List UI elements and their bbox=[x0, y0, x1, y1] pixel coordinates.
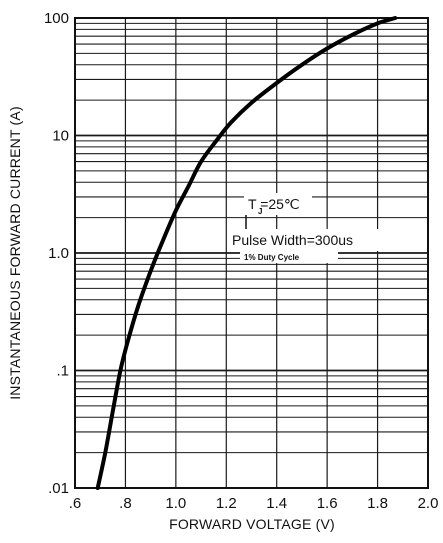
y-tick-label: 10 bbox=[52, 128, 69, 145]
y-tick-labels: .01 .1 1.0 10 100 bbox=[44, 10, 69, 497]
x-tick-label: 1.2 bbox=[216, 495, 237, 512]
x-tick-labels: .6 .8 1.0 1.2 1.4 1.6 1.8 2.0 bbox=[69, 495, 439, 512]
annotation-temperature-subscript: J bbox=[258, 207, 262, 216]
x-tick-label: .8 bbox=[119, 495, 132, 512]
x-tick-label: 1.6 bbox=[317, 495, 338, 512]
x-tick-label: 1.0 bbox=[165, 495, 186, 512]
annotation-temperature: T =25℃ bbox=[248, 196, 300, 212]
annotation-pulse-width: Pulse Width=300us bbox=[232, 232, 353, 248]
annotation-bg-pulse bbox=[229, 229, 419, 251]
annotation-bg-duty bbox=[240, 251, 338, 263]
y-tick-label: 100 bbox=[44, 10, 69, 27]
annotation-box: T =25℃ J Pulse Width=300us 1% Duty Cycle bbox=[229, 193, 419, 263]
y-tick-label: 1.0 bbox=[48, 245, 69, 262]
y-axis-title: INSTANTANEOUS FORWARD CURRENT (A) bbox=[7, 106, 23, 400]
x-tick-label: .6 bbox=[69, 495, 82, 512]
x-axis-title: FORWARD VOLTAGE (V) bbox=[169, 516, 335, 532]
x-tick-label: 1.8 bbox=[367, 495, 388, 512]
annotation-bg-temp bbox=[244, 193, 312, 215]
series-line bbox=[95, 16, 398, 490]
plot-frame bbox=[74, 17, 429, 489]
annotation-duty-cycle: 1% Duty Cycle bbox=[244, 253, 300, 262]
y-tick-label: .01 bbox=[48, 480, 69, 497]
y-tick-label: .1 bbox=[56, 363, 69, 380]
x-tick-label: 1.4 bbox=[266, 495, 287, 512]
x-tick-label: 2.0 bbox=[418, 495, 439, 512]
